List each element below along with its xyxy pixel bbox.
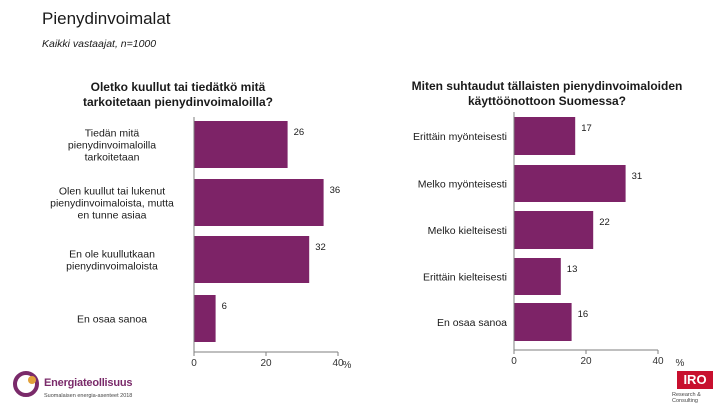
right-category-label-line: Melko myönteisesti <box>418 179 507 191</box>
right-x-tick-label: 40 <box>652 356 664 367</box>
left-category-label-line: pienydinvoimaloista <box>66 261 158 273</box>
left-category-label-line: pienydinvoimaloista, mutta <box>50 198 174 210</box>
right-x-unit-label: % <box>676 358 685 369</box>
right-category-label: Erittäin kielteisesti <box>423 272 507 284</box>
right-category-label-line: En osaa sanoa <box>437 317 507 329</box>
right-data-label: 17 <box>581 123 592 134</box>
left-category-label-line: tarkoitetaan <box>85 152 140 164</box>
left-bar <box>194 236 310 283</box>
left-data-label: 6 <box>222 301 227 312</box>
right-data-label: 13 <box>567 264 578 275</box>
right-data-label: 16 <box>578 309 589 320</box>
iro-tagline: Research & Consulting <box>672 392 701 404</box>
right-bar <box>514 211 594 249</box>
page-subtitle: Kaikki vastaajat, n=1000 <box>42 38 157 50</box>
iro-logo: IRO <box>677 371 713 389</box>
right-category-label: Melko myönteisesti <box>418 179 507 191</box>
right-data-label: 22 <box>599 217 610 228</box>
right-bar <box>514 117 576 155</box>
left-category-label-line: pienydinvoimaloilla <box>68 140 156 152</box>
left-question-title: Oletko kuullut tai tiedätkö mitä tarkoit… <box>82 80 274 109</box>
right-x-tick-label: 0 <box>511 356 517 367</box>
left-category-label: Tiedän mitä pienydinvoimaloilla tarkoiteta… <box>68 128 156 164</box>
left-category-label-line: En osaa sanoa <box>77 314 147 326</box>
page-title: Pienydinvoimalat <box>42 9 171 28</box>
right-category-label: En osaa sanoa <box>437 317 507 329</box>
left-category-label-line: Tiedän mitä <box>85 128 140 140</box>
left-x-unit-label: % <box>343 360 352 371</box>
right-category-label-line: Erittäin kielteisesti <box>423 272 507 284</box>
right-x-tick-label: 20 <box>580 356 592 367</box>
left-category-label-line: Olen kuullut tai lukenut <box>59 186 165 198</box>
left-x-tick-label: 40 <box>332 358 344 369</box>
right-category-label-line: Melko kielteisesti <box>428 225 507 237</box>
left-x-tick-label: 20 <box>260 358 272 369</box>
right-category-label-line: Erittäin myönteisesti <box>413 131 507 143</box>
energiateollisuus-tagline: Suomalaisen energia-asenteet 2018 <box>44 393 133 399</box>
left-data-label: 32 <box>315 242 326 253</box>
right-question-title: Miten suhtaudut tällaisten pienydinvoima… <box>411 79 683 108</box>
left-data-label: 26 <box>294 127 305 138</box>
right-data-label: 31 <box>632 171 643 182</box>
right-bar <box>514 303 572 341</box>
left-data-label: 36 <box>330 185 341 196</box>
right-bar <box>514 165 626 202</box>
right-category-label: Melko kielteisesti <box>428 225 507 237</box>
left-category-label: En osaa sanoa <box>77 314 147 326</box>
left-category-label-line: En ole kuullutkaan <box>69 249 155 261</box>
energiateollisuus-logo-mark <box>13 371 39 397</box>
left-category-label: Olen kuullut tai lukenut pienydinvoimaloi… <box>50 186 174 222</box>
left-x-tick-label: 0 <box>191 358 197 369</box>
energiateollisuus-logo-text: Energiateollisuus <box>44 377 133 389</box>
right-category-label: Erittäin myönteisesti <box>413 131 507 143</box>
left-category-label-line: en tunne asiaa <box>78 210 147 222</box>
right-bar <box>514 258 561 295</box>
left-bar <box>194 295 216 342</box>
left-category-label: En ole kuullutkaan pienydinvoimaloista <box>66 249 158 273</box>
left-bar <box>194 121 288 168</box>
left-bar <box>194 179 324 226</box>
